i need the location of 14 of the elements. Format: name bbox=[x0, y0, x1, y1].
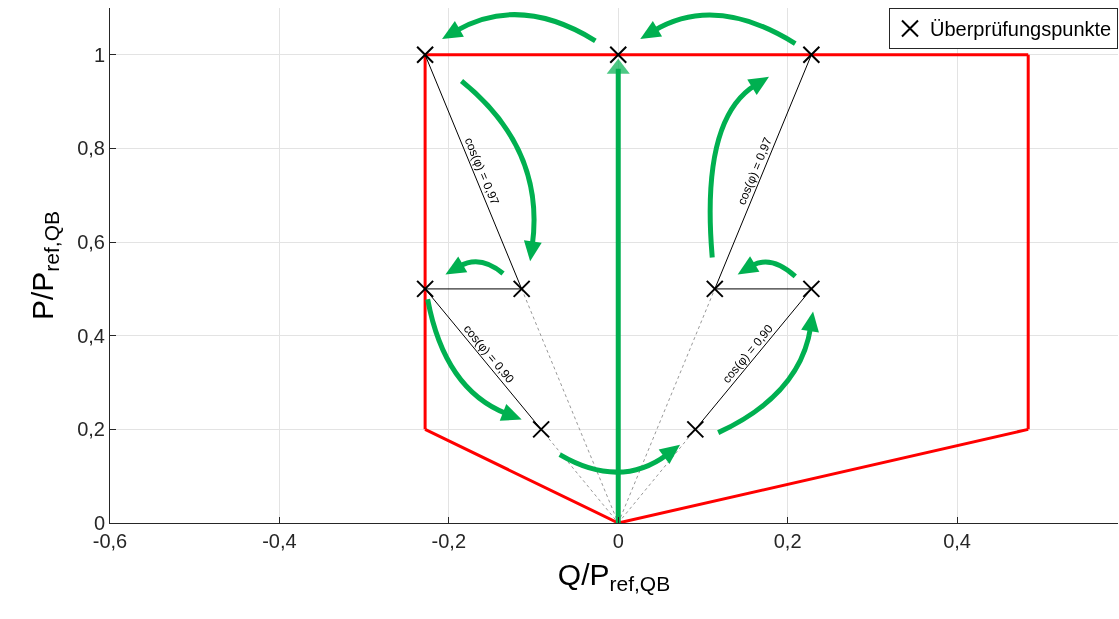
annotation: cos(φ) = 0,97 bbox=[734, 135, 775, 207]
annotation: cos(φ) = 0,97 bbox=[461, 135, 503, 208]
x-tick-label: -0,4 bbox=[262, 530, 297, 552]
x-tick-label: 0,2 bbox=[773, 530, 802, 552]
x-axis-title: Q/P$_{ref,QB}$ bbox=[557, 557, 671, 595]
y-tick-label: 0,2 bbox=[77, 418, 105, 441]
x-tick-label: 0 bbox=[612, 530, 624, 552]
y-tick-label: 0,8 bbox=[77, 137, 105, 160]
y-tick-label: 0,6 bbox=[77, 231, 105, 254]
y-tick-label: 1 bbox=[93, 43, 105, 66]
x-tick-label: 0,4 bbox=[943, 530, 971, 552]
y-tick-label: 0,4 bbox=[77, 324, 105, 347]
x-tick-label: -0,2 bbox=[431, 530, 467, 552]
legend-label: Überprüfungspunkte bbox=[930, 18, 1112, 41]
